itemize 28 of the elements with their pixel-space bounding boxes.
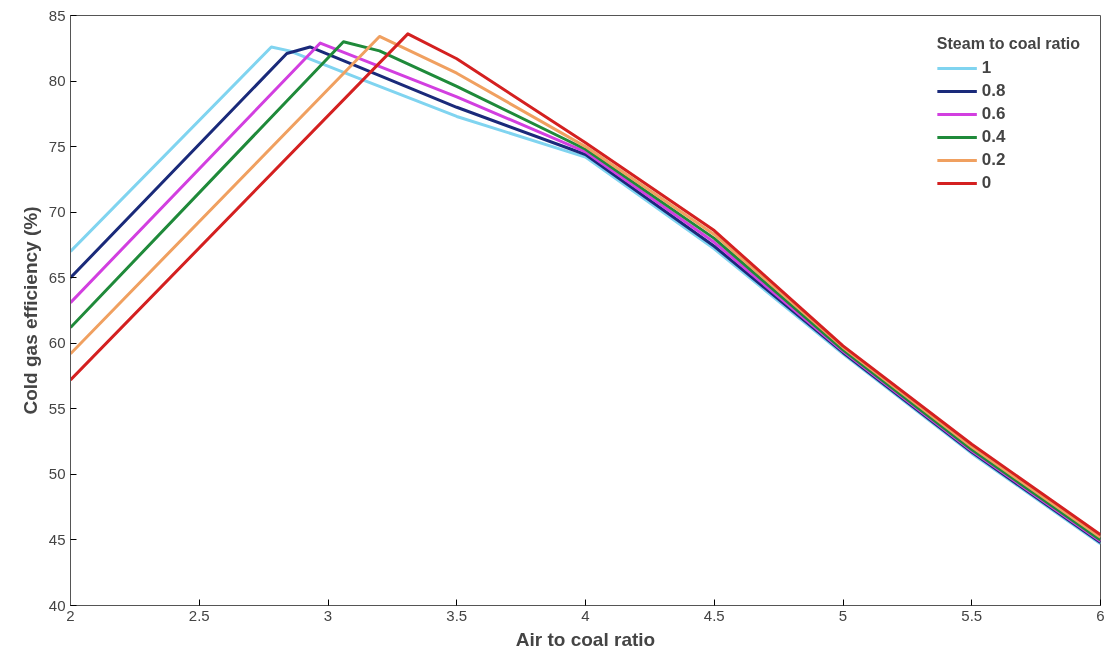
legend-label: 0	[981, 173, 993, 193]
y-tick-label: 40	[48, 596, 66, 614]
y-tick-label: 85	[48, 6, 66, 24]
x-tick-label: 4.5	[703, 606, 725, 624]
y-axis-title: Cold gas efficiency (%)	[19, 206, 41, 415]
legend-title: Steam to coal ratio	[936, 35, 1080, 53]
legend-label: 0.2	[981, 150, 1006, 170]
y-tick-label: 60	[48, 334, 66, 352]
legend-label: 0.8	[981, 81, 1006, 101]
legend-label: 0.4	[981, 127, 1006, 147]
y-tick-label: 70	[48, 203, 66, 221]
x-tick-label: 5	[838, 606, 848, 624]
x-tick-label: 2	[66, 606, 75, 624]
x-tick-label: 3	[323, 606, 333, 624]
y-tick-label: 50	[48, 465, 66, 483]
x-tick-label: 6	[1096, 606, 1105, 624]
y-tick-label: 75	[48, 137, 66, 155]
x-tick-label: 2.5	[188, 606, 210, 624]
y-tick-label: 80	[48, 72, 66, 90]
x-axis-title: Air to coal ratio	[515, 628, 656, 650]
legend-label: 0.6	[981, 104, 1006, 124]
y-tick-label: 45	[48, 530, 66, 548]
y-tick-label: 65	[48, 268, 66, 286]
legend-label: 1	[981, 58, 993, 78]
x-tick-label: 3.5	[446, 606, 468, 624]
x-tick-label: 5.5	[961, 606, 983, 624]
x-tick-label: 4	[581, 606, 590, 624]
y-tick-label: 55	[48, 399, 66, 417]
